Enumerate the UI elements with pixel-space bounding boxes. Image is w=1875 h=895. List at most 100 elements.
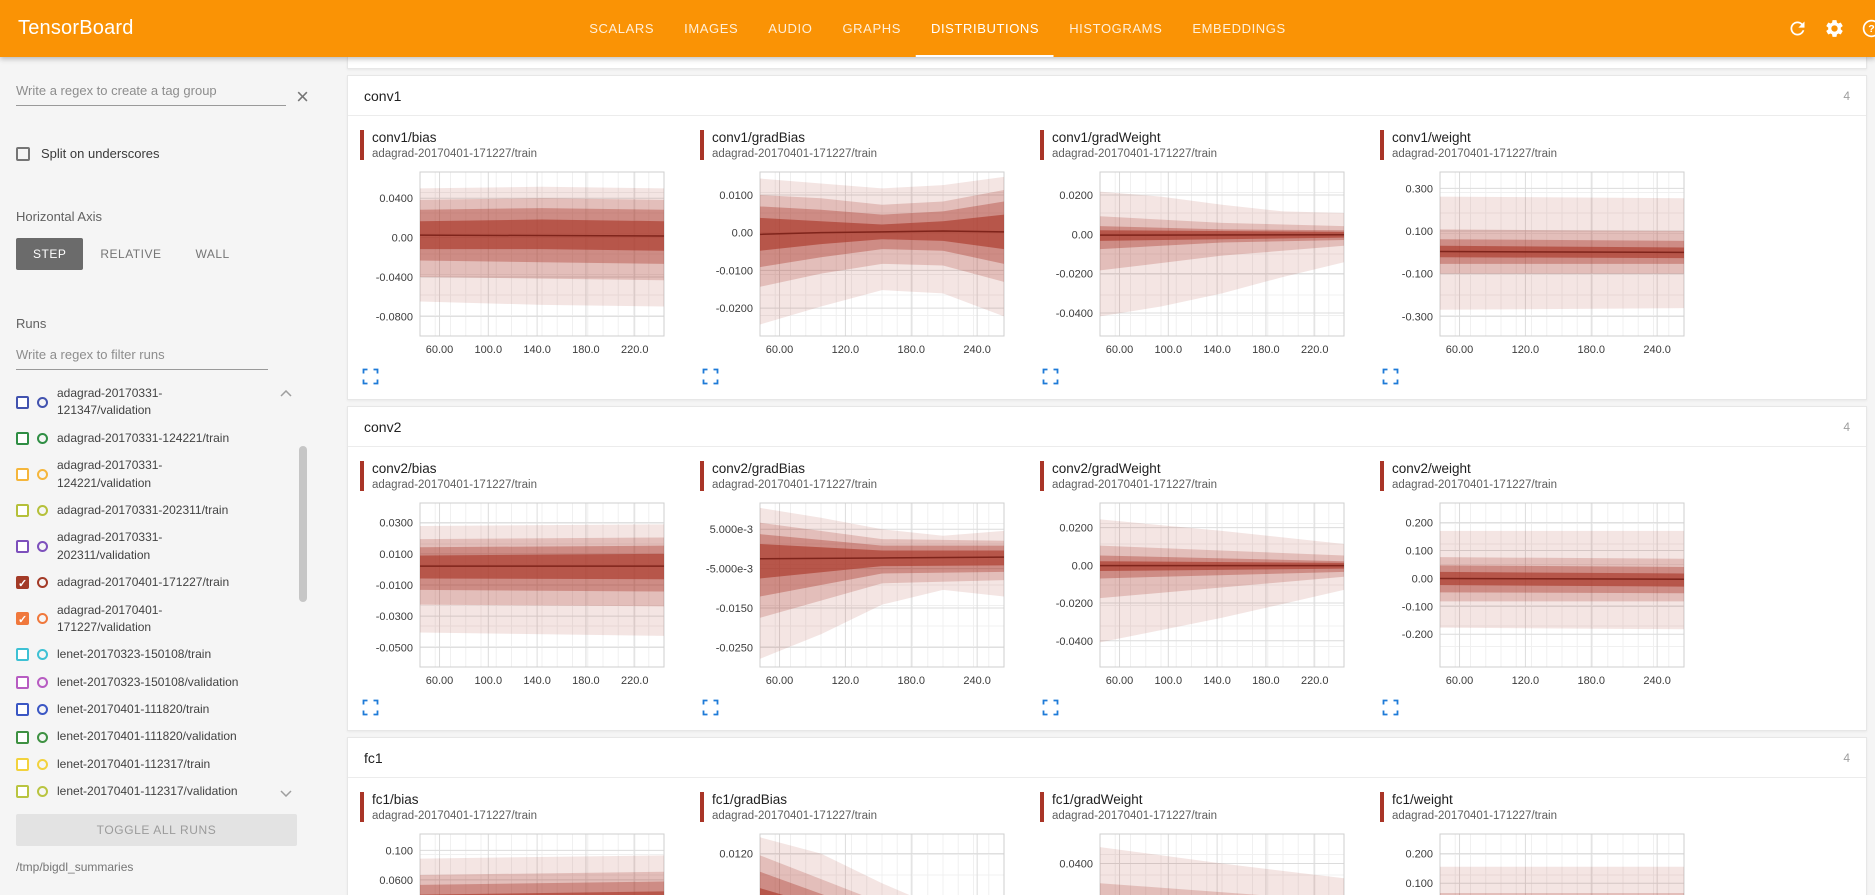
run-row[interactable]: lenet-20170323-150108/validation [16, 669, 275, 696]
chart-cell: fc1/gradBias adagrad-20170401-171227/trai… [700, 792, 1040, 895]
runs-filter-input[interactable] [16, 343, 268, 370]
section-header-conv1[interactable]: conv1 4 [348, 76, 1866, 116]
toggle-all-runs-button[interactable]: TOGGLE ALL RUNS [16, 814, 297, 846]
distribution-plot[interactable]: 0.1000.06000.0200-0.020060.00100.0140.01… [360, 828, 672, 895]
run-checkbox[interactable] [16, 504, 29, 518]
run-row[interactable]: adagrad-20170331-202311/validation [16, 524, 275, 569]
distribution-plot[interactable]: 0.200 0.100 0.00 -0.100 -0.200 60.00 120.0 180.… [1380, 497, 1692, 695]
run-color-radio[interactable] [37, 432, 48, 444]
run-row[interactable]: adagrad-20170331-121347/validation [16, 380, 275, 425]
run-row[interactable]: adagrad-20170331-124221/validation [16, 452, 275, 497]
section-header-fc1[interactable]: fc1 4 [348, 738, 1866, 778]
run-checkbox[interactable] [16, 703, 29, 717]
run-checkbox[interactable] [16, 540, 29, 554]
expand-chart-button[interactable] [702, 699, 719, 716]
help-button[interactable]: ? [1860, 18, 1875, 40]
axis-button-step[interactable]: STEP [16, 238, 84, 270]
run-color-radio[interactable] [37, 704, 48, 716]
run-checkbox[interactable] [16, 468, 29, 482]
scroll-up-icon[interactable] [279, 384, 293, 402]
run-color-radio[interactable] [37, 786, 48, 798]
svg-text:0.200: 0.200 [1405, 849, 1433, 861]
run-color-radio[interactable] [37, 649, 48, 661]
expand-chart-button[interactable] [1042, 368, 1059, 385]
run-row[interactable]: adagrad-20170331-202311/train [16, 497, 275, 524]
chart-header: conv1/gradWeight adagrad-20170401-171227/… [1040, 130, 1380, 160]
svg-text:-0.0200: -0.0200 [1056, 598, 1093, 610]
expand-chart-button[interactable] [1042, 699, 1059, 716]
run-checkbox[interactable] [16, 758, 29, 772]
run-checkbox[interactable]: ✓ [16, 576, 29, 591]
tab-audio[interactable]: AUDIO [768, 21, 813, 36]
run-color-radio[interactable] [37, 731, 48, 743]
run-row[interactable]: lenet-20170401-112317/train [16, 751, 275, 778]
distribution-plot[interactable]: 0.0100 0.00 -0.0100 -0.0200 60.00 120.0 180.0 2… [700, 166, 1012, 364]
run-row[interactable]: lenet-20170401-112317/validation [16, 778, 275, 804]
run-checkbox[interactable] [16, 395, 29, 409]
run-checkbox[interactable]: ✓ [16, 612, 29, 627]
chart-titles: fc1/gradBias adagrad-20170401-171227/trai… [712, 792, 877, 822]
distribution-plot[interactable]: 0.0400 0.00 -0.0400 -0.0800 60.00 100.0 140.0 1… [360, 166, 672, 364]
run-color-radio[interactable] [37, 759, 48, 771]
chart-header: fc1/weight adagrad-20170401-171227/train [1380, 792, 1720, 822]
run-color-radio[interactable] [37, 396, 48, 408]
svg-text:0.100: 0.100 [1405, 878, 1433, 890]
run-checkbox[interactable] [16, 675, 29, 689]
chart-title: conv2/gradWeight [1052, 461, 1161, 476]
clear-regex-button[interactable]: × [296, 84, 309, 109]
tab-histograms[interactable]: HISTOGRAMS [1069, 21, 1163, 36]
tab-distributions[interactable]: DISTRIBUTIONS [916, 0, 1054, 57]
tab-images[interactable]: IMAGES [684, 21, 739, 36]
run-checkbox[interactable] [16, 785, 29, 799]
run-label: lenet-20170401-112317/train [57, 756, 211, 771]
run-color-radio[interactable] [37, 676, 48, 688]
expand-chart-button[interactable] [362, 699, 379, 716]
distribution-plot[interactable]: 0.0200 0.00 -0.0200 -0.0400 60.00 100.0 140.0 1… [1040, 166, 1352, 364]
tab-embeddings[interactable]: EMBEDDINGS [1192, 21, 1286, 36]
distribution-plot[interactable]: 0.04000.00-0.040060.00100.0140.0180.0220… [1040, 828, 1352, 895]
distribution-plot[interactable]: 5.000e-3 -5.000e-3 -0.0150 -0.0250 60.00 120.… [700, 497, 1012, 695]
section-header-conv2[interactable]: conv2 4 [348, 407, 1866, 447]
distribution-plot[interactable]: 0.300 0.100 -0.100 -0.300 60.00 120.0 180.0 240… [1380, 166, 1692, 364]
svg-text:180.0: 180.0 [898, 675, 926, 687]
run-row[interactable]: ✓ adagrad-20170401-171227/train [16, 569, 275, 596]
run-row[interactable]: lenet-20170323-150108/train [16, 641, 275, 668]
run-color-radio[interactable] [37, 577, 48, 589]
tag-group-regex-input[interactable] [16, 79, 287, 106]
expand-chart-button[interactable] [1382, 699, 1399, 716]
chart-titles: conv2/bias adagrad-20170401-171227/train [372, 461, 537, 491]
tab-scalars[interactable]: SCALARS [589, 21, 655, 36]
run-color-radio[interactable] [37, 613, 48, 625]
svg-text:60.00: 60.00 [1106, 675, 1134, 687]
expand-chart-button[interactable] [362, 368, 379, 385]
settings-button[interactable] [1823, 18, 1845, 40]
run-checkbox[interactable] [16, 730, 29, 744]
split-underscores-row[interactable]: Split on underscores [16, 146, 309, 161]
run-list-scrollbar[interactable] [299, 446, 307, 602]
axis-button-relative[interactable]: RELATIVE [83, 238, 178, 270]
distribution-plot[interactable]: 0.0300 0.0100 -0.0100 -0.0300 -0.0500 60.00 10… [360, 497, 672, 695]
axis-button-wall[interactable]: WALL [178, 238, 246, 270]
refresh-button[interactable] [1786, 18, 1808, 40]
tab-graphs[interactable]: GRAPHS [842, 21, 901, 36]
run-row[interactable]: lenet-20170401-111820/train [16, 696, 275, 723]
chart-header: conv2/gradWeight adagrad-20170401-171227/… [1040, 461, 1380, 491]
svg-text:0.00: 0.00 [732, 228, 753, 240]
svg-text:5.000e-3: 5.000e-3 [710, 524, 753, 536]
distribution-plot[interactable]: 0.0200 0.00 -0.0200 -0.0400 60.00 100.0 140.0 1… [1040, 497, 1352, 695]
run-color-radio[interactable] [37, 469, 48, 481]
run-checkbox[interactable] [16, 431, 29, 445]
run-color-radio[interactable] [37, 505, 48, 517]
expand-chart-button[interactable] [1382, 368, 1399, 385]
run-checkbox[interactable] [16, 648, 29, 662]
split-underscores-checkbox[interactable] [16, 146, 30, 161]
expand-chart-button[interactable] [702, 368, 719, 385]
chart-title: conv1/weight [1392, 130, 1471, 145]
run-color-radio[interactable] [37, 541, 48, 553]
run-row[interactable]: ✓ adagrad-20170401-171227/validation [16, 597, 275, 642]
scroll-down-icon[interactable] [279, 784, 293, 802]
run-row[interactable]: adagrad-20170331-124221/train [16, 425, 275, 452]
run-row[interactable]: lenet-20170401-111820/validation [16, 723, 275, 750]
